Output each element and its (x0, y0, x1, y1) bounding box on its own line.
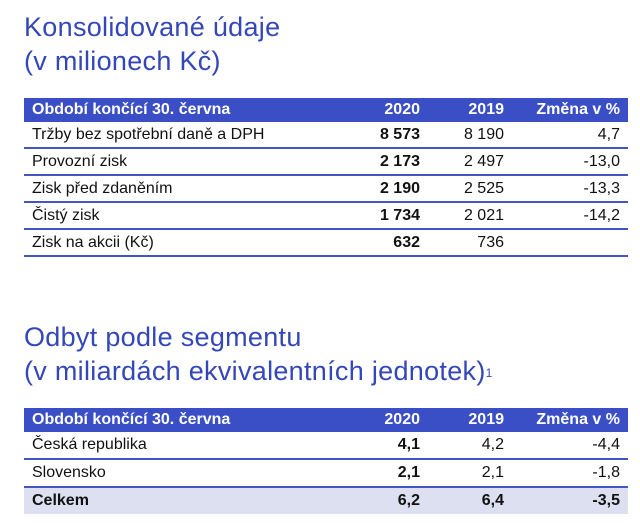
cell-value-2019: 8 190 (428, 122, 512, 149)
header-2020: 2020 (340, 98, 428, 122)
title-line: (v miliardách ekvivalentních jednotek) (24, 356, 486, 386)
cell-value-2019: 2 497 (428, 148, 512, 176)
section2-title: Odbyt podle segmentu (v miliardách ekviva… (24, 320, 493, 388)
cell-value-2020: 1 734 (340, 202, 428, 230)
header-2019: 2019 (428, 98, 512, 122)
cell-value-2020: 2,1 (340, 459, 428, 488)
table-header: Období končící 30. června 2020 2019 Změn… (24, 98, 628, 122)
cell-value-2019: 2 525 (428, 175, 512, 203)
table-row: Čistý zisk 1 734 2 021 -14,2 (24, 202, 628, 230)
cell-value-2019: 4,2 (428, 432, 512, 460)
cell-change: -14,2 (512, 202, 628, 230)
cell-change: -4,4 (512, 432, 628, 460)
header-period: Období končící 30. června (24, 408, 340, 432)
cell-value-2020: 632 (340, 229, 428, 257)
title-line: (v milionech Kč) (24, 46, 221, 76)
cell-label: Provozní zisk (24, 148, 340, 176)
cell-label: Tržby bez spotřební daně a DPH (24, 122, 340, 149)
cell-change: -13,3 (512, 175, 628, 203)
cell-label: Zisk na akcii (Kč) (24, 229, 340, 257)
segment-sales-table: Období končící 30. června 2020 2019 Změn… (24, 408, 628, 514)
cell-value-2019: 736 (428, 229, 512, 257)
header-2019: 2019 (428, 408, 512, 432)
cell-value-2019: 2,1 (428, 459, 512, 488)
cell-change: -1,8 (512, 459, 628, 488)
cell-label: Česká republika (24, 432, 340, 460)
section1-title: Konsolidované údaje (v milionech Kč) (24, 10, 280, 78)
cell-label: Celkem (24, 487, 340, 514)
table-row: Slovensko 2,1 2,1 -1,8 (24, 459, 628, 488)
header-2020: 2020 (340, 408, 428, 432)
table-row: Zisk na akcii (Kč) 632 736 (24, 229, 628, 257)
title-line: Konsolidované údaje (24, 12, 281, 42)
cell-value-2020: 6,2 (340, 487, 428, 514)
table-row: Tržby bez spotřební daně a DPH 8 573 8 190… (24, 122, 628, 149)
cell-value-2020: 2 173 (340, 148, 428, 176)
cell-change: -13,0 (512, 148, 628, 176)
cell-label: Čistý zisk (24, 202, 340, 230)
cell-value-2020: 2 190 (340, 175, 428, 203)
header-change: Změna v % (512, 408, 628, 432)
cell-label: Slovensko (24, 459, 340, 488)
cell-change (512, 229, 628, 257)
cell-label: Zisk před zdaněním (24, 175, 340, 203)
header-period: Období končící 30. června (24, 98, 340, 122)
header-change: Změna v % (512, 98, 628, 122)
consolidated-table: Období končící 30. června 2020 2019 Změn… (24, 98, 628, 257)
cell-value-2020: 4,1 (340, 432, 428, 460)
table-row: Zisk před zdaněním 2 190 2 525 -13,3 (24, 175, 628, 203)
title-line: Odbyt podle segmentu (24, 322, 302, 352)
cell-change: 4,7 (512, 122, 628, 149)
cell-value-2019: 2 021 (428, 202, 512, 230)
cell-value-2020: 8 573 (340, 122, 428, 149)
table-row: Česká republika 4,1 4,2 -4,4 (24, 432, 628, 460)
table-row: Provozní zisk 2 173 2 497 -13,0 (24, 148, 628, 176)
table-header: Období končící 30. června 2020 2019 Změn… (24, 408, 628, 432)
cell-value-2019: 6,4 (428, 487, 512, 514)
cell-change: -3,5 (512, 487, 628, 514)
total-row: Celkem 6,2 6,4 -3,5 (24, 487, 628, 514)
footnote-mark: 1 (485, 366, 493, 380)
